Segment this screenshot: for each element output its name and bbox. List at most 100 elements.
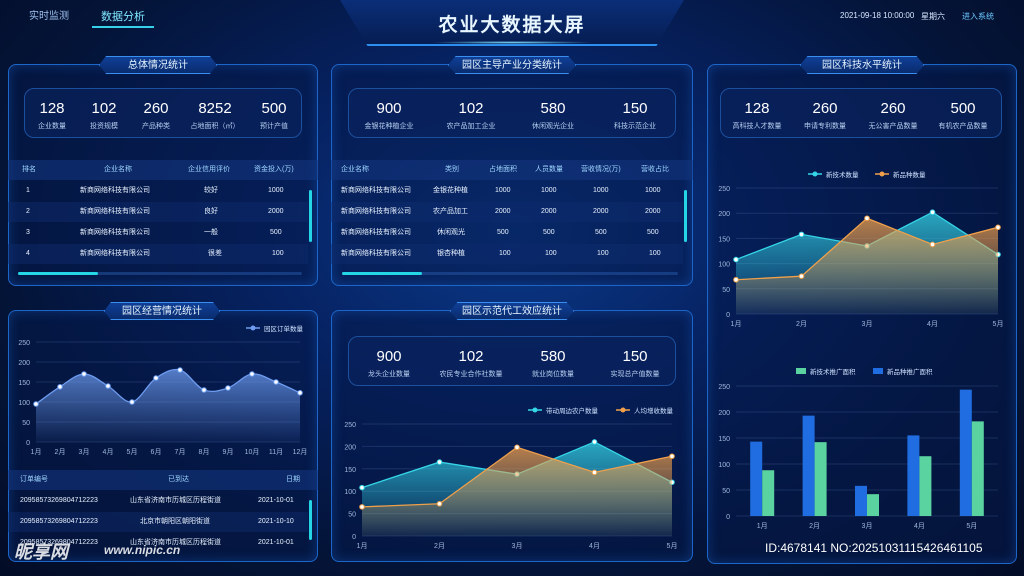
data-point (436, 500, 443, 507)
table-cell: 很差 (208, 250, 222, 257)
x-tick-label: 3月 (862, 522, 873, 530)
stat-item: 128 高科技人才数量 (724, 100, 790, 131)
table-cell: 100 (649, 250, 661, 257)
table-cell: 新商网络科技有限公司 (341, 187, 411, 194)
x-tick-label: 6月 (151, 448, 162, 456)
tech-bar-chart: 0 50 100 150 200 250 1月 2月 3月 4月 5月 新技术推广面积 新品种推广面积 (718, 367, 998, 530)
nav-realtime[interactable]: 实时监测 (29, 11, 69, 22)
watermark-id: ID:4678141 NO:20251031115426461105 (765, 541, 983, 555)
table-cell: 休闲观光 (437, 229, 465, 236)
table-row[interactable]: 20958573269804712223 北京市朝阳区朝阳街道 2021-10-… (8, 512, 308, 532)
stat-label: 金银花种植企业 (364, 123, 414, 130)
table-row[interactable]: 4 新商网络科技有限公司 很差 100 (8, 244, 308, 264)
bar (750, 441, 763, 516)
x-tick-label: 5月 (667, 542, 678, 550)
horizontal-scrollbar[interactable] (342, 272, 422, 275)
table-cell: 500 (497, 229, 509, 236)
stat-value: 128 (39, 100, 65, 117)
vertical-scrollbar[interactable] (309, 190, 312, 242)
table-cell: 500 (270, 229, 282, 236)
stat-value: 900 (376, 348, 402, 365)
bar (762, 470, 775, 516)
x-tick-label: 3月 (512, 542, 523, 550)
y-tick-label: 100 (18, 400, 30, 407)
data-point (995, 224, 1001, 231)
data-point (81, 371, 87, 377)
horizontal-scroll-track (18, 272, 302, 275)
stat-value: 260 (812, 100, 838, 117)
legend-label: 带动周边农户数量 (546, 406, 599, 415)
stat-label: 占地面积（㎡） (190, 123, 240, 130)
y-tick-label: 200 (718, 211, 730, 218)
x-tick-label: 1月 (357, 542, 368, 550)
table-cell: 4 (26, 250, 30, 257)
data-point (669, 453, 675, 460)
vertical-scrollbar[interactable] (309, 500, 312, 540)
top-bar: 实时监测 数据分析 农业大数据大屏 2021-09-18 10:00:00 星期… (0, 0, 1024, 46)
table-row[interactable]: 新商网络科技有限公司 农产品加工 2000 2000 2000 2000 (331, 202, 683, 222)
stat-item: 260 申请专利数量 (792, 100, 858, 131)
stat-label: 无公害产品数量 (868, 123, 918, 130)
operation-panel-title: 园区经营情况统计 (104, 302, 220, 320)
y-tick-label: 250 (344, 422, 356, 429)
data-point (864, 215, 870, 222)
horizontal-scrollbar[interactable] (18, 272, 98, 275)
table-row[interactable]: 20958573269804712223 山东省济南市历城区历程街道 2021-… (8, 533, 308, 553)
stat-item: 500 有机农产品数量 (930, 100, 996, 131)
table-row[interactable]: 20958573269804712223 山东省济南市历城区历程街道 2021-… (8, 491, 308, 511)
table-row[interactable]: 2 新商网络科技有限公司 良好 2000 (8, 202, 308, 222)
data-point (733, 276, 739, 283)
table-cell: 山东省济南市历城区历程街道 (130, 497, 221, 504)
stat-label: 龙头企业数量 (368, 371, 410, 378)
table-cell: 北京市朝阳区朝阳街道 (140, 518, 210, 525)
data-point (273, 379, 279, 385)
stat-value: 500 (261, 100, 287, 117)
column-header: 日期 (286, 476, 300, 483)
y-tick-label: 150 (718, 436, 730, 443)
table-row[interactable]: 新商网络科技有限公司 休闲观光 500 500 500 500 (331, 223, 683, 243)
y-tick-label: 200 (18, 360, 30, 367)
tech-stats (720, 88, 1002, 138)
vertical-scrollbar[interactable] (684, 190, 687, 242)
x-tick-label: 1月 (31, 448, 42, 456)
table-cell: 1000 (645, 187, 661, 194)
table-cell: 2021-10-01 (258, 539, 294, 546)
x-tick-label: 2月 (809, 522, 820, 530)
stat-item: 102 农民专业合作社数量 (430, 348, 512, 379)
column-header: 排名 (22, 166, 36, 173)
industry-stats (348, 88, 676, 138)
table-row[interactable]: 新商网络科技有限公司 金银花种植 1000 1000 1000 1000 (331, 181, 683, 201)
operation-table: 订单编号 已到达 日期 20958573269804712223 山东省济南市历… (8, 470, 318, 560)
x-tick-label: 1月 (757, 522, 768, 530)
table-cell: 2000 (495, 208, 511, 215)
y-tick-label: 150 (718, 236, 730, 243)
legend-label: 新技术数量 (826, 170, 859, 179)
table-row[interactable]: 1 新商网络科技有限公司 较好 1000 (8, 181, 308, 201)
nav-analysis[interactable]: 数据分析 (92, 6, 154, 28)
stat-label: 企业数量 (38, 123, 66, 130)
stat-item: 8252 占地面积（㎡） (184, 100, 246, 131)
stat-value: 500 (950, 100, 976, 117)
stat-label: 申请专利数量 (804, 123, 846, 130)
table-row[interactable]: 3 新商网络科技有限公司 一般 500 (8, 223, 308, 243)
tech-area-chart: 0 50 100 150 200 250 1月 2月 3月 4月 5月 新技术数量 新品种数量 (718, 170, 1003, 328)
stat-value: 150 (622, 100, 648, 117)
stat-value: 102 (458, 100, 484, 117)
table-cell: 农产品加工 (433, 208, 468, 215)
table-header: 企业名称 类别 占地面积 人员数量 营收情况(万) 营收占比 (331, 160, 693, 180)
data-point (929, 241, 936, 248)
stat-item: 580 休闲观光企业 (516, 100, 590, 131)
data-point (591, 469, 598, 476)
series-area (736, 218, 998, 314)
table-row[interactable]: 新商网络科技有限公司 银杏种植 100 100 100 100 (331, 244, 683, 264)
enter-system-link[interactable]: 进入系统 (962, 12, 994, 21)
table-header: 订单编号 已到达 日期 (8, 470, 318, 490)
table-cell: 20958573269804712223 (20, 497, 98, 504)
stat-item: 102 农产品加工企业 (434, 100, 508, 131)
column-header: 企业名称 (341, 166, 369, 173)
stat-value: 150 (622, 348, 648, 365)
stat-label: 就业岗位数量 (532, 371, 574, 378)
data-point (798, 273, 805, 279)
table-cell: 新商网络科技有限公司 (341, 229, 411, 236)
x-tick-label: 3月 (79, 448, 90, 456)
